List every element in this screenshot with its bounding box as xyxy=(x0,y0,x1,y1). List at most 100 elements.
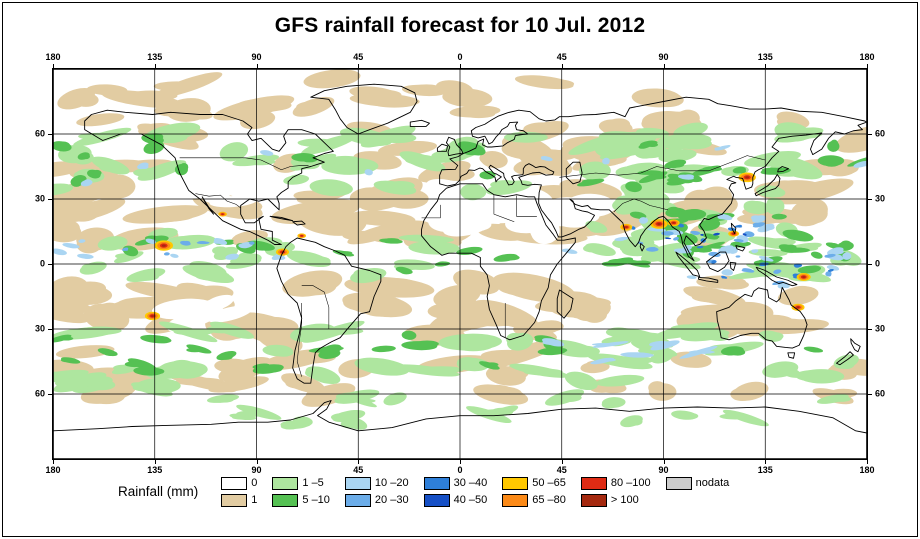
legend-bin-label: > 100 xyxy=(610,494,639,506)
rain-blob xyxy=(125,281,200,301)
rain-blob xyxy=(53,281,113,315)
heavy-rain-cell xyxy=(624,226,628,228)
lon-tick-label: 135 xyxy=(147,465,163,475)
tick-mark xyxy=(868,394,872,395)
rain-blob xyxy=(670,351,712,368)
rain-blob xyxy=(213,238,228,245)
rain-blob xyxy=(371,345,396,353)
rain-blob xyxy=(143,141,165,154)
lat-tick-label: 30 xyxy=(875,193,886,204)
rain-blob xyxy=(57,87,99,110)
rain-blob xyxy=(614,236,629,242)
legend-entry: 65 –80 xyxy=(502,493,566,507)
rain-blob xyxy=(656,133,712,150)
rain-blob xyxy=(77,152,90,160)
rain-blob xyxy=(744,231,755,238)
rain-blob xyxy=(219,142,249,162)
legend-swatch xyxy=(221,493,248,507)
rain-blob xyxy=(53,369,89,384)
rain-blob xyxy=(540,156,553,162)
rain-blob xyxy=(360,295,402,317)
rain-blob xyxy=(661,231,674,236)
lat-tick-label: 60 xyxy=(34,128,45,139)
rain-blob xyxy=(305,366,341,385)
legend-bin-label: 1 xyxy=(251,494,258,506)
rain-blob xyxy=(481,192,524,210)
rain-blob xyxy=(225,257,262,269)
rain-blob xyxy=(76,113,125,127)
rain-blob xyxy=(449,105,501,119)
rain-blob xyxy=(53,372,107,393)
rain-blob xyxy=(260,150,274,156)
rain-blob xyxy=(499,274,541,289)
rain-blob xyxy=(373,180,417,195)
legend-column: 50 –65 65 –80 xyxy=(502,476,566,507)
rain-blob xyxy=(438,333,502,352)
rain-blob xyxy=(542,338,565,347)
rain-blob xyxy=(537,347,568,356)
tick-mark xyxy=(256,64,258,68)
rain-blob xyxy=(602,157,610,165)
rain-blob xyxy=(810,251,823,259)
rain-blob xyxy=(817,155,845,167)
legend-swatch xyxy=(272,476,299,490)
rain-blob xyxy=(750,215,767,223)
rain-blob xyxy=(683,286,746,307)
rain-blob xyxy=(631,88,684,108)
rain-blob xyxy=(638,171,668,184)
rain-blob xyxy=(729,241,751,248)
rain-blob xyxy=(793,263,803,268)
rain-blob xyxy=(664,159,687,169)
rain-blob xyxy=(713,232,720,236)
legend-bin-label: 0 xyxy=(251,477,258,489)
legend-bin-label: 65 –80 xyxy=(532,494,566,506)
tick-mark xyxy=(868,264,872,265)
rain-blob xyxy=(408,241,460,255)
rain-blob xyxy=(401,340,439,351)
legend-entry: 30 –40 xyxy=(423,476,487,490)
rain-blob xyxy=(671,410,699,420)
rain-blob xyxy=(797,265,822,274)
rain-blob xyxy=(742,233,747,236)
rain-blob xyxy=(591,341,629,348)
rain-blob xyxy=(77,253,94,259)
tick-mark xyxy=(867,460,868,464)
rain-blob xyxy=(647,227,667,232)
rain-blob xyxy=(816,394,851,404)
rain-blob xyxy=(833,354,859,370)
rain-blob xyxy=(509,363,569,378)
rain-blob xyxy=(771,178,854,205)
rain-blob xyxy=(232,154,280,167)
rain-blob xyxy=(583,243,616,257)
legend-swatch xyxy=(423,493,450,507)
rain-blob xyxy=(364,169,373,176)
rain-blob xyxy=(741,268,755,273)
rain-blob xyxy=(393,364,464,377)
figure-title: GFS rainfall forecast for 10 Jul. 2012 xyxy=(274,14,646,37)
rain-blob xyxy=(479,150,508,169)
rain-blob xyxy=(249,241,255,245)
rain-blob xyxy=(733,238,744,243)
rain-blob xyxy=(625,181,642,193)
heavy-rain-cell xyxy=(300,235,303,237)
rain-blob xyxy=(208,376,269,393)
legend-swatch xyxy=(580,476,607,490)
tick-mark xyxy=(154,460,156,464)
rain-blob xyxy=(401,84,447,97)
lat-tick-label: 0 xyxy=(39,258,45,269)
tick-mark xyxy=(358,64,360,68)
world-rainfall-map xyxy=(53,69,867,459)
tick-mark xyxy=(868,133,872,135)
rain-blob xyxy=(853,161,867,168)
rain-blob xyxy=(514,75,575,90)
lat-tick-label: 0 xyxy=(875,258,881,269)
lat-tick-label: 60 xyxy=(875,128,886,139)
rain-blob xyxy=(303,69,361,89)
rain-blob xyxy=(658,148,697,163)
rain-blob xyxy=(648,381,677,401)
legend-entry: 1 xyxy=(221,493,257,507)
rain-blob xyxy=(170,253,179,258)
rain-blob xyxy=(488,384,520,401)
rain-blob xyxy=(717,213,733,221)
